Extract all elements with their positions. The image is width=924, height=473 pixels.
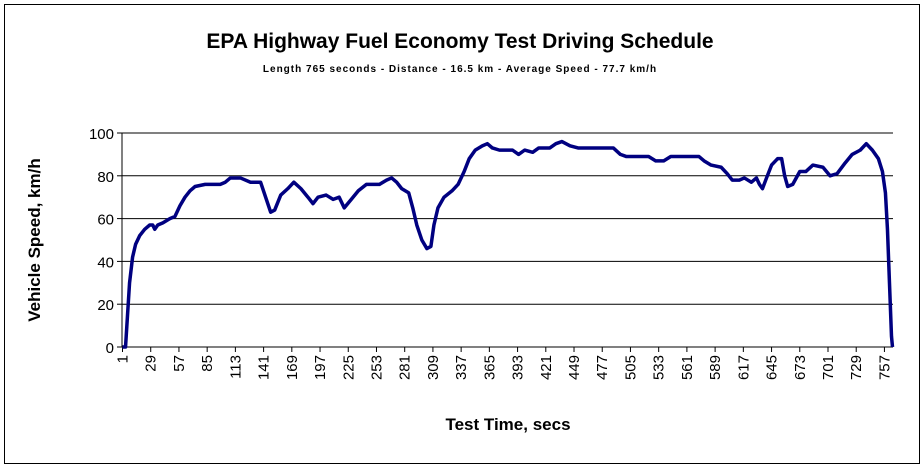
- chart-subtitle: Length 765 seconds - Distance - 16.5 km …: [263, 64, 657, 75]
- x-tick-label: 589: [707, 355, 724, 380]
- y-tick-label: 20: [97, 297, 114, 314]
- y-axis-label: Vehicle Speed, km/h: [25, 158, 44, 321]
- x-tick-label: 561: [679, 355, 696, 380]
- x-tick-label: 1: [115, 355, 132, 363]
- y-tick-label: 80: [97, 169, 114, 186]
- x-tick-label: 253: [368, 355, 385, 380]
- x-tick-label: 477: [594, 355, 611, 380]
- x-tick-label: 701: [820, 355, 837, 380]
- y-tick-label: 60: [97, 212, 114, 229]
- y-tick-label: 100: [89, 126, 114, 143]
- x-tick-label: 645: [764, 355, 781, 380]
- x-tick-label: 449: [566, 355, 583, 380]
- x-tick-label: 421: [538, 355, 555, 380]
- x-tick-label: 617: [735, 355, 752, 380]
- y-tick-label: 0: [106, 340, 114, 357]
- x-tick-label: 365: [481, 355, 498, 380]
- x-tick-label: 85: [199, 355, 216, 372]
- x-tick-label: 197: [312, 355, 329, 380]
- x-tick-label: 169: [284, 355, 301, 380]
- x-axis-label: Test Time, secs: [445, 415, 570, 434]
- x-tick-label: 225: [340, 355, 357, 380]
- x-tick-label: 141: [256, 355, 273, 380]
- x-tick-label: 337: [453, 355, 470, 380]
- speed-line: [122, 139, 895, 349]
- x-tick-label: 533: [651, 355, 668, 380]
- x-tick-label: 757: [876, 355, 893, 380]
- x-tick-label: 673: [792, 355, 809, 380]
- x-tick-label: 281: [397, 355, 414, 380]
- x-tick-label: 729: [848, 355, 865, 380]
- y-tick-label: 40: [97, 254, 114, 271]
- x-tick-label: 57: [171, 355, 188, 372]
- x-tick-label: 309: [425, 355, 442, 380]
- x-tick-label: 505: [622, 355, 639, 380]
- x-tick-label: 113: [227, 355, 244, 379]
- x-tick-label: 393: [510, 355, 527, 380]
- x-tick-label: 29: [143, 355, 160, 372]
- chart-title: EPA Highway Fuel Economy Test Driving Sc…: [206, 30, 713, 53]
- chart-border: [4, 4, 920, 464]
